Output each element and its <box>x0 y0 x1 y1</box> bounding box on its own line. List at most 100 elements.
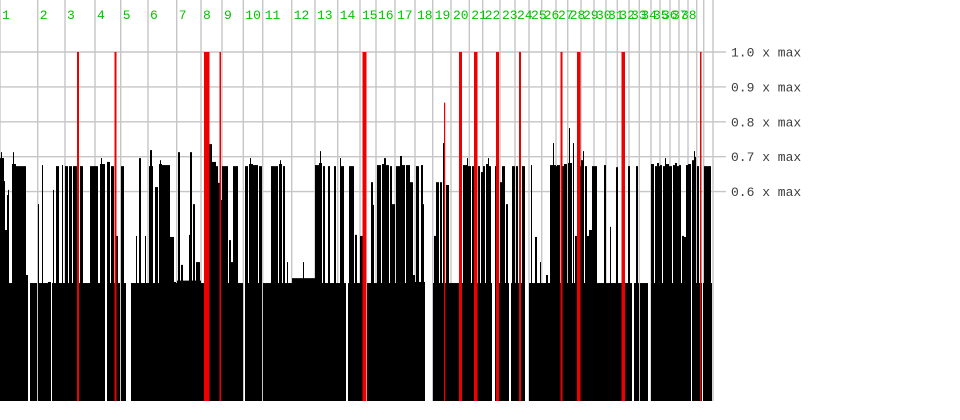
signal-bar <box>221 199 222 401</box>
peak-line <box>219 52 221 401</box>
signal-bar <box>440 182 442 401</box>
signal-bar <box>443 143 444 402</box>
signal-bar <box>421 165 423 401</box>
signal-bar <box>694 151 695 401</box>
chromosome-label: 19 <box>435 8 451 23</box>
signal-bar <box>283 166 285 401</box>
signal-bar <box>16 166 26 401</box>
peak-line <box>114 52 117 401</box>
signal-bar <box>467 158 468 401</box>
chromosome-label: 2 <box>40 8 48 23</box>
y-tick-label: 0.9 x max <box>731 80 801 95</box>
chromosome-label: 34 <box>641 8 657 23</box>
signal-bar <box>116 235 118 401</box>
signal-bar <box>569 128 570 401</box>
signal-bar <box>489 166 491 401</box>
signal-bar <box>145 235 146 401</box>
signal-bar <box>695 157 696 401</box>
chromosome-label: 29 <box>583 8 599 23</box>
signal-bar <box>170 236 174 401</box>
signal-bar <box>631 335 632 401</box>
chromosome-label: 16 <box>378 8 394 23</box>
signal-bar <box>13 152 14 401</box>
signal-bar <box>48 281 51 401</box>
signal-bar <box>535 236 537 401</box>
signal-bar <box>468 166 469 401</box>
signal-bar <box>553 143 554 402</box>
chromosome-label: 18 <box>417 8 433 23</box>
signal-bar <box>483 166 485 401</box>
signal-bar <box>670 166 672 401</box>
peak-line <box>700 52 702 401</box>
peak-line <box>519 52 521 401</box>
signal-bar <box>581 160 584 401</box>
signal-bar <box>531 165 532 401</box>
peak-line <box>577 52 581 401</box>
signal-bar <box>271 166 275 401</box>
signal-bar <box>26 275 28 401</box>
signal-bar <box>704 166 711 401</box>
chromosome-label: 10 <box>245 8 261 23</box>
signal-bar <box>669 166 670 401</box>
signal-bar <box>400 156 402 401</box>
signal-bar <box>62 165 63 401</box>
chromosome-label: 24 <box>517 8 533 23</box>
signal-bar <box>488 158 489 401</box>
signal-bar <box>413 275 415 401</box>
signal-bar <box>323 166 325 401</box>
signal-bar <box>495 166 496 401</box>
signal-bar <box>231 262 233 401</box>
chromosome-label: 4 <box>97 8 105 23</box>
peak-line <box>459 52 462 401</box>
signal-bar <box>275 166 278 401</box>
signal-bar <box>196 262 200 401</box>
chromosome-label: 36 <box>662 8 678 23</box>
signal-bar <box>80 166 83 401</box>
signal-bar <box>355 234 357 401</box>
chromosome-label: 14 <box>340 8 356 23</box>
signal-bar <box>181 264 183 401</box>
signal-bar <box>111 166 114 401</box>
chromosome-label: 13 <box>317 8 333 23</box>
signal-bar <box>107 161 110 401</box>
signal-bar <box>328 166 330 401</box>
signal-bar <box>583 151 584 401</box>
signal-bar <box>684 236 686 401</box>
signal-bar <box>90 166 95 401</box>
signal-bar <box>556 166 557 401</box>
signal-bar <box>287 262 288 401</box>
chromosome-label: 20 <box>453 8 469 23</box>
signal-bar <box>472 166 474 401</box>
y-tick-label: 1.0 x max <box>731 46 801 61</box>
signal-bar <box>463 165 467 401</box>
signal-bar <box>573 143 574 402</box>
chromosome-label: 30 <box>596 8 612 23</box>
signal-bar <box>178 152 180 401</box>
y-axis-tick-labels: 1.0 x max 0.9 x max 0.8 x max 0.7 x max 0.6 … <box>731 46 801 201</box>
signal-bar <box>575 235 577 401</box>
chromosome-label: 28 <box>570 8 586 23</box>
signal-bar <box>416 166 419 401</box>
signal-bar <box>5 229 7 401</box>
chromosome-label: 25 <box>531 8 547 23</box>
signal-bar <box>396 166 400 401</box>
peak-line <box>496 52 499 401</box>
chromosome-label: 6 <box>150 8 158 23</box>
signal-bar <box>150 150 152 401</box>
signal-bar <box>587 235 589 401</box>
signal-bar <box>53 189 54 401</box>
signal-bar <box>95 166 98 401</box>
signal-bar <box>65 166 68 401</box>
chromosome-label: 32 <box>619 8 635 23</box>
signal-bar <box>660 165 662 401</box>
signal-bar <box>371 182 373 401</box>
signal-bar <box>402 165 405 401</box>
y-tick-label: 0.7 x max <box>731 150 801 165</box>
signal-bar <box>423 204 424 401</box>
signal-bar <box>392 204 395 401</box>
peak-line <box>474 52 478 401</box>
chromosome-label: 15 <box>362 8 378 23</box>
signal-bar <box>8 189 9 401</box>
